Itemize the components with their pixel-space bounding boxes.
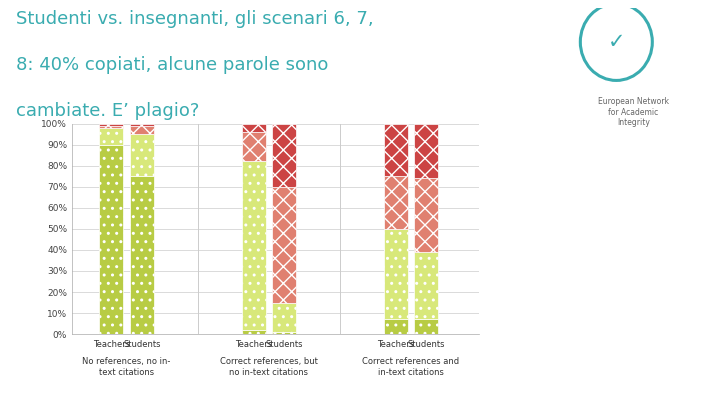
Bar	[384, 176, 408, 229]
Text: Students: Students	[408, 341, 445, 350]
Text: Teachers: Teachers	[377, 341, 414, 350]
Bar	[241, 162, 266, 330]
Bar	[241, 132, 266, 162]
Text: 8: 40% copiati, alcune parole sono: 8: 40% copiati, alcune parole sono	[16, 56, 328, 74]
Text: Students: Students	[123, 341, 161, 350]
Bar	[241, 330, 266, 334]
Bar	[99, 124, 123, 126]
Bar	[272, 124, 296, 187]
Bar	[99, 126, 123, 128]
Bar	[414, 178, 438, 252]
Bar	[272, 332, 296, 334]
Bar	[272, 303, 296, 332]
Text: Teachers: Teachers	[235, 341, 272, 350]
Bar	[414, 320, 438, 334]
Text: Students: Students	[266, 341, 303, 350]
Bar	[384, 320, 408, 334]
Text: Studenti vs. insegnanti, gli scenari 6, 7,: Studenti vs. insegnanti, gli scenari 6, …	[16, 10, 374, 28]
Bar	[241, 124, 266, 132]
Bar	[99, 128, 123, 145]
Bar	[272, 187, 296, 303]
Text: Correct references, but
no in-text citations: Correct references, but no in-text citat…	[220, 357, 318, 377]
Bar	[130, 134, 154, 176]
Bar	[414, 124, 438, 178]
Bar	[414, 252, 438, 320]
Bar	[130, 176, 154, 334]
Text: No references, no in-
text citations: No references, no in- text citations	[83, 357, 171, 377]
Text: cambiate. E’ plagio?: cambiate. E’ plagio?	[16, 102, 199, 119]
Text: ✓: ✓	[608, 32, 625, 52]
Text: European Network
for Academic
Integrity: European Network for Academic Integrity	[598, 97, 669, 127]
Text: Teachers: Teachers	[93, 341, 130, 350]
Bar	[130, 124, 154, 126]
Text: Correct references and
in-text citations: Correct references and in-text citations	[362, 357, 459, 377]
Bar	[99, 145, 123, 334]
Bar	[384, 229, 408, 320]
Bar	[384, 124, 408, 176]
Bar	[130, 126, 154, 134]
